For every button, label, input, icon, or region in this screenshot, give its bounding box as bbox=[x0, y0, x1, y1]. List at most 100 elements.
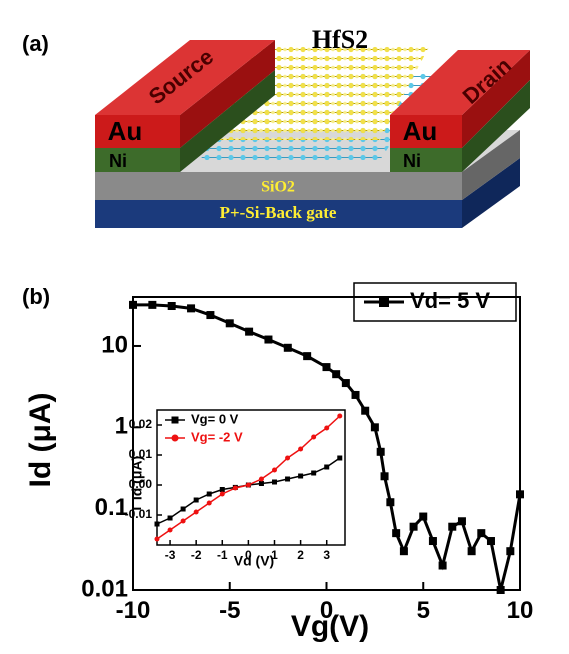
material-label: HfS2 bbox=[312, 25, 368, 54]
data-point bbox=[194, 498, 199, 503]
data-point bbox=[448, 523, 456, 531]
data-point bbox=[468, 547, 476, 555]
x-axis-label: Vd (V) bbox=[234, 553, 274, 569]
data-point bbox=[410, 523, 418, 531]
x-tick-label: 5 bbox=[417, 597, 430, 624]
data-point bbox=[272, 468, 277, 473]
x-tick-label: -1 bbox=[217, 548, 228, 562]
data-point bbox=[155, 537, 160, 542]
x-tick-label: 2 bbox=[297, 548, 304, 562]
data-point bbox=[487, 537, 495, 545]
data-point bbox=[129, 301, 137, 309]
data-point bbox=[337, 456, 342, 461]
x-tick-label: -2 bbox=[191, 548, 202, 562]
drain-ni bbox=[390, 148, 462, 172]
data-point bbox=[285, 477, 290, 482]
legend-marker bbox=[172, 435, 179, 442]
legend-marker bbox=[379, 297, 389, 307]
data-point bbox=[155, 522, 160, 527]
y-tick-label: 0.01 bbox=[81, 575, 128, 602]
data-point bbox=[168, 302, 176, 310]
data-point bbox=[298, 474, 303, 479]
x-tick-label: -3 bbox=[165, 548, 176, 562]
data-point bbox=[298, 447, 303, 452]
data-point bbox=[303, 352, 311, 360]
data-point bbox=[371, 423, 379, 431]
legend-label: Vg= 0 V bbox=[191, 411, 239, 426]
oxide-label: SiO2 bbox=[261, 179, 295, 196]
data-point bbox=[284, 344, 292, 352]
data-point bbox=[311, 435, 316, 440]
data-point bbox=[272, 480, 277, 485]
data-point bbox=[458, 517, 466, 525]
data-point bbox=[477, 529, 485, 537]
y-axis-label: Id (μA) bbox=[24, 393, 57, 488]
data-point bbox=[337, 414, 342, 419]
ni-label: Ni bbox=[109, 151, 127, 171]
y-tick-label: 0.1 bbox=[95, 494, 128, 521]
data-point bbox=[497, 586, 505, 594]
data-point bbox=[506, 547, 514, 555]
data-point bbox=[226, 319, 234, 327]
data-point bbox=[439, 562, 447, 570]
y-tick-label: 0.02 bbox=[129, 417, 153, 431]
data-point bbox=[206, 311, 214, 319]
ni-label: Ni bbox=[403, 151, 421, 171]
source-ni bbox=[95, 148, 180, 172]
data-point bbox=[324, 465, 329, 470]
data-point bbox=[148, 301, 156, 309]
page: (a) HfS2 Source Drain Au Au Ni Ni SiO2 P… bbox=[0, 0, 569, 654]
data-point bbox=[168, 516, 173, 521]
data-point bbox=[323, 363, 331, 371]
y-tick-label: 1 bbox=[115, 413, 128, 440]
data-point bbox=[361, 407, 369, 415]
panel-label: (b) bbox=[22, 284, 50, 309]
data-point bbox=[245, 328, 253, 336]
y-axis-label: Id (μA) bbox=[129, 456, 145, 500]
data-point bbox=[207, 501, 212, 506]
panel-label: (a) bbox=[22, 31, 49, 56]
data-point bbox=[233, 486, 238, 491]
data-point bbox=[332, 370, 340, 378]
data-point bbox=[181, 507, 186, 512]
data-point bbox=[352, 391, 360, 399]
data-point bbox=[246, 483, 251, 488]
data-point bbox=[181, 519, 186, 524]
data-point bbox=[324, 426, 329, 431]
data-point bbox=[285, 456, 290, 461]
x-axis-label: Vg(V) bbox=[291, 610, 369, 643]
legend-marker bbox=[172, 417, 179, 424]
x-tick-label: 3 bbox=[323, 548, 330, 562]
gate-label: P+-Si-Back gate bbox=[220, 203, 337, 222]
data-point bbox=[311, 471, 316, 476]
y-tick-label: -0.01 bbox=[125, 507, 153, 521]
data-point bbox=[386, 498, 394, 506]
data-point bbox=[342, 379, 350, 387]
x-tick-label: -5 bbox=[219, 597, 240, 624]
data-point bbox=[207, 492, 212, 497]
data-point bbox=[381, 472, 389, 480]
figure: (a) HfS2 Source Drain Au Au Ni Ni SiO2 P… bbox=[0, 0, 569, 654]
data-point bbox=[220, 492, 225, 497]
data-point bbox=[194, 510, 199, 515]
x-tick-label: 10 bbox=[507, 597, 534, 624]
data-point bbox=[377, 448, 385, 456]
metal-label: Au bbox=[403, 116, 438, 146]
data-point bbox=[187, 304, 195, 312]
y-tick-label: 10 bbox=[101, 331, 128, 358]
data-point bbox=[392, 529, 400, 537]
legend-label: Vg= -2 V bbox=[191, 429, 243, 444]
data-point bbox=[419, 513, 427, 521]
data-point bbox=[259, 477, 264, 482]
data-point bbox=[168, 528, 173, 533]
device-schematic: (a) HfS2 Source Drain Au Au Ni Ni SiO2 P… bbox=[22, 25, 530, 228]
data-point bbox=[259, 481, 264, 486]
data-point bbox=[264, 336, 272, 344]
data-point bbox=[400, 547, 408, 555]
data-point bbox=[429, 537, 437, 545]
metal-label: Au bbox=[108, 116, 143, 146]
data-point bbox=[220, 487, 225, 492]
legend-label: Vd= 5 V bbox=[410, 288, 490, 313]
plot-frame bbox=[157, 410, 345, 545]
